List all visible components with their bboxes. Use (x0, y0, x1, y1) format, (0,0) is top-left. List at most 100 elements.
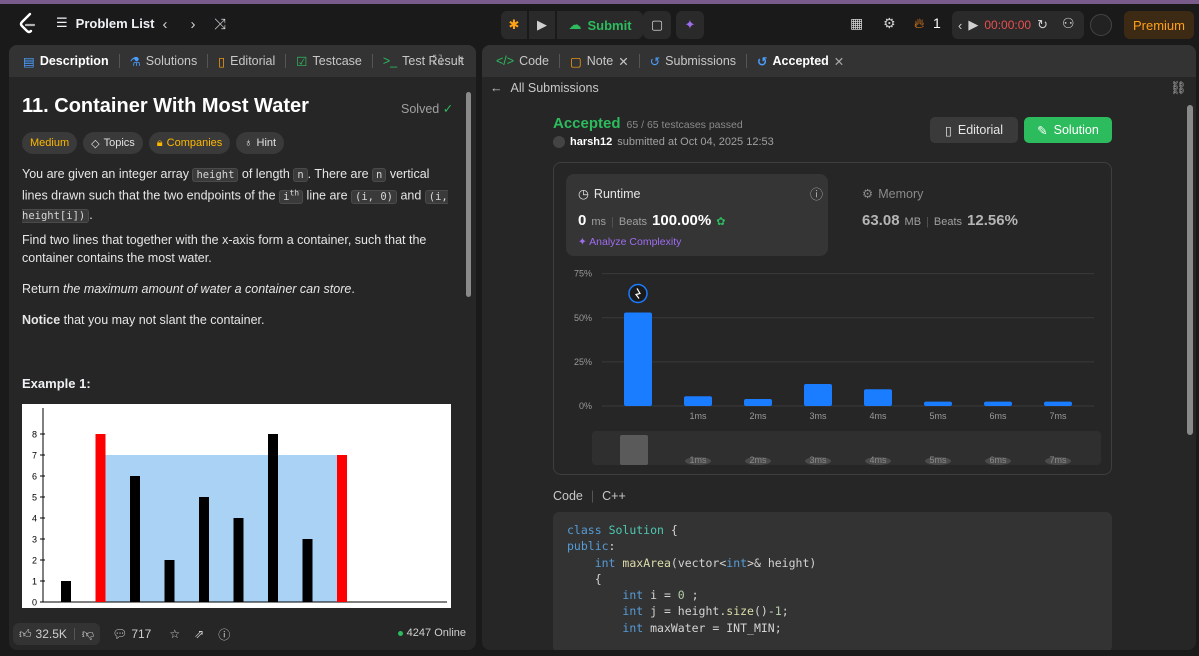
tab-accepted[interactable]: ↺ Accepted ✕ (751, 45, 850, 77)
navigator-label: 2ms (749, 455, 767, 465)
link-icon[interactable]: ⛓ (1170, 80, 1187, 95)
x-tick-label: 5ms (929, 411, 947, 421)
tab-code[interactable]: </> Code (490, 45, 555, 77)
tab-note[interactable]: ▢ Note ✕ (564, 45, 635, 77)
left-scrollbar[interactable] (466, 90, 471, 610)
tab-solutions[interactable]: ⚗ Solutions (124, 45, 204, 77)
chart-navigator[interactable] (592, 431, 1101, 465)
problem-list-button[interactable]: ☰ Problem List (56, 15, 154, 31)
divider: | (590, 489, 595, 503)
runtime-card[interactable]: ◷ Runtime ⓘ 0 ms | Beats 100.00% ✿ ✦ Ana… (566, 174, 828, 256)
topics-chip[interactable]: ◇ Topics (83, 132, 143, 154)
timer-collapse-icon[interactable]: ‹ (958, 17, 963, 33)
comments-button[interactable]: 💬︎ 717 (106, 623, 157, 645)
layout-icon[interactable]: ▦ (850, 15, 864, 31)
scrollbar-thumb[interactable] (1187, 105, 1193, 435)
user-avatar[interactable] (553, 136, 565, 148)
example-diagram: 0 1 2 3 4 5 6 7 8 (32, 408, 447, 608)
thumbs-down-icon[interactable]: 👎︎ (81, 626, 95, 641)
example-title: Example 1: (22, 376, 91, 391)
play-icon: ▶ (537, 17, 547, 32)
chart-bar[interactable] (864, 389, 892, 406)
chart-bar[interactable] (924, 401, 952, 406)
expand-icon[interactable]: ⛶ (433, 53, 442, 67)
premium-button[interactable]: Premium (1124, 11, 1194, 39)
editorial-button[interactable]: ▯ Editorial (930, 117, 1018, 143)
submission-summary: Accepted 65 / 65 testcases passed harsh12… (553, 115, 774, 148)
chart-bar[interactable] (684, 396, 712, 406)
chart-bar[interactable] (804, 383, 832, 406)
close-icon[interactable]: ✕ (833, 54, 845, 69)
prev-problem-icon[interactable]: ‹ (162, 15, 168, 33)
tab-editorial[interactable]: ▯ Editorial (212, 45, 281, 77)
close-icon[interactable]: ✕ (618, 54, 629, 69)
document-icon: ▤ (23, 54, 35, 69)
inline-code: n (372, 168, 387, 182)
timer-widget[interactable]: ‹ ▶ 00:00:00 ↻ (952, 11, 1084, 39)
inline-code: (i, 0) (351, 189, 397, 204)
star-icon[interactable]: ☆ (169, 627, 181, 641)
tab-testcase[interactable]: ☑ Testcase (290, 45, 368, 77)
problem-footer: 👍︎ 32.5K 👎︎ 💬︎ 717 ☆ ⇗ ⓘ 4247 Online (9, 618, 476, 650)
add-friend-icon[interactable]: ⚇ (1062, 15, 1075, 31)
companies-chip[interactable]: 🔒︎ Companies (148, 132, 231, 154)
avatar[interactable] (1090, 14, 1112, 36)
tab-submissions[interactable]: ↺ Submissions (644, 45, 742, 77)
divider (746, 54, 748, 68)
hint-chip[interactable]: ♁ Hint (236, 132, 285, 154)
timer-play-icon[interactable]: ▶ (968, 17, 979, 32)
chart-bar[interactable] (984, 401, 1012, 406)
y-tick-label: 1 (32, 577, 37, 587)
divider (207, 54, 209, 68)
scrollbar-thumb[interactable] (466, 92, 471, 297)
navigator-label: 7ms (1049, 455, 1067, 465)
debug-button[interactable]: ✱ (501, 11, 527, 39)
text: You are given an integer array (22, 167, 193, 181)
height-line (61, 581, 71, 602)
back-to-submissions[interactable]: ← All Submissions (490, 81, 599, 95)
like-button[interactable]: 👍︎ 32.5K 👎︎ (13, 623, 101, 645)
gear-icon[interactable]: ⚙ (883, 15, 896, 31)
tab-description[interactable]: ▤ Description (17, 45, 115, 77)
chart-bar[interactable] (1044, 401, 1072, 406)
runtime-beats: 100.00% (652, 212, 712, 229)
code-line: int i = 0 ; (622, 588, 699, 603)
memory-card[interactable]: ⚙ Memory 63.08 MB | Beats 12.56% (850, 174, 1050, 256)
share-icon[interactable]: ⇗ (194, 627, 205, 641)
run-button[interactable]: ▶ (529, 11, 555, 39)
tab-label: Test Result (402, 54, 464, 68)
notes-button[interactable]: ▢ (643, 11, 671, 39)
window-top-border (0, 0, 1199, 4)
code-text: i (283, 190, 290, 203)
runtime-label: Runtime (593, 186, 641, 201)
chart-bar[interactable] (744, 398, 772, 406)
shuffle-icon[interactable]: ⤨ (213, 15, 226, 33)
submit-button[interactable]: ☁ Submit (557, 11, 643, 39)
leetcode-logo-icon[interactable] (18, 12, 38, 36)
lightning-icon (634, 288, 641, 299)
navigator-selection[interactable] (620, 435, 648, 465)
code-viewer[interactable]: class Solution {public: int maxArea(vect… (553, 512, 1112, 650)
ai-assist-button[interactable]: ✦ (676, 11, 704, 39)
navigator-mark (865, 457, 891, 465)
help-icon[interactable]: ⓘ (218, 627, 231, 642)
difficulty-badge[interactable]: Medium (22, 132, 78, 154)
timer-reset-icon[interactable]: ↻ (1037, 17, 1048, 32)
analyze-complexity-link[interactable]: ✦ Analyze Complexity (578, 236, 681, 248)
navigator-label: 5ms (929, 455, 947, 465)
status-badge: Accepted (553, 115, 621, 132)
submitter-info: harsh12 submitted at Oct 04, 2025 12:53 (553, 136, 774, 148)
divider (371, 54, 373, 68)
streak-flame-icon[interactable]: 🔥︎ (914, 15, 925, 31)
info-icon[interactable]: ⓘ (810, 187, 824, 202)
chart-bar[interactable] (624, 312, 652, 406)
solution-button[interactable]: ✎ Solution (1024, 117, 1112, 143)
right-scrollbar[interactable] (1187, 99, 1193, 439)
thumbs-up-icon: 👍︎ (19, 626, 32, 641)
collapse-panel-icon[interactable]: ‹ (458, 52, 463, 66)
online-label: 4247 Online (406, 627, 466, 639)
runtime-distribution-chart[interactable]: 75% 50% 25% 0% 1ms 2ms 3ms 4ms 5ms 6ms 7ms 1ms 2ms 3m… (554, 263, 1111, 473)
next-problem-icon[interactable]: › (190, 15, 196, 33)
tab-test-result[interactable]: >_ Test Result (377, 45, 470, 77)
username[interactable]: harsh12 (570, 136, 613, 148)
